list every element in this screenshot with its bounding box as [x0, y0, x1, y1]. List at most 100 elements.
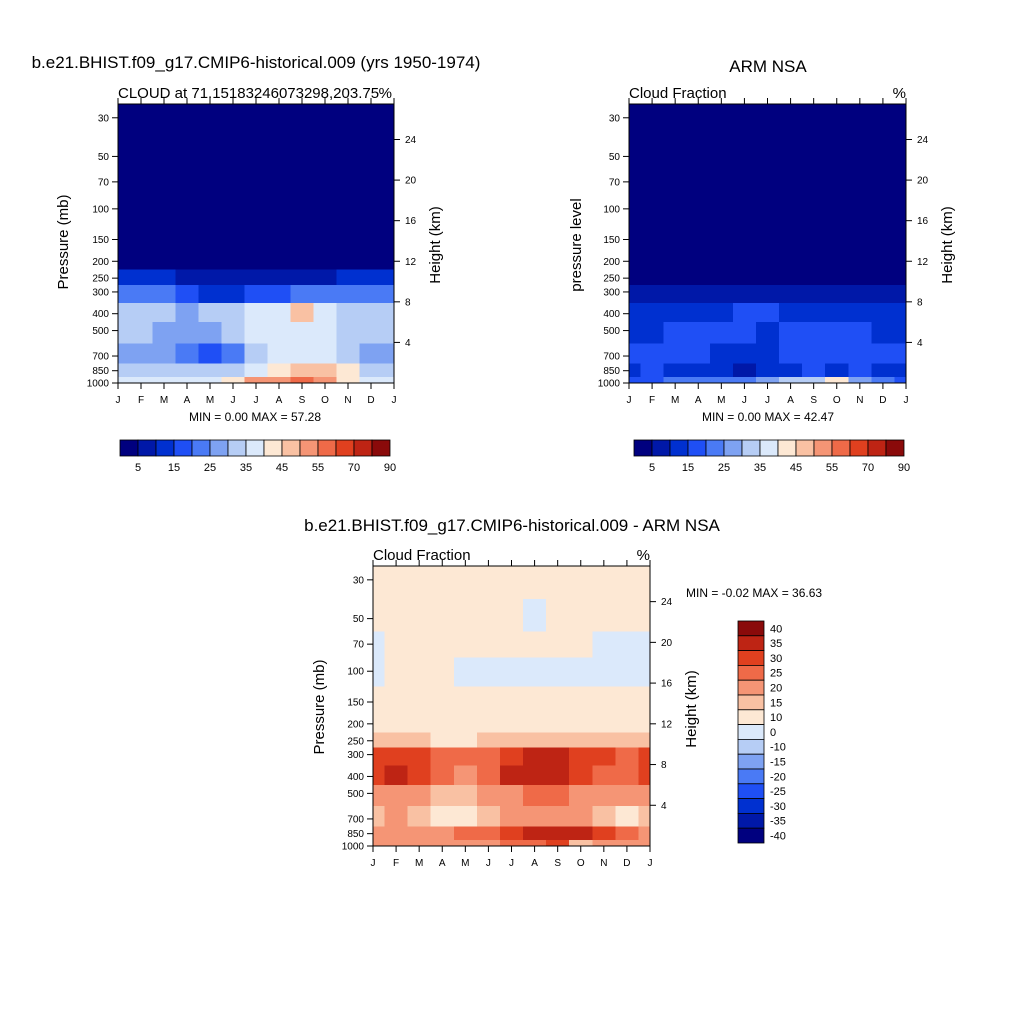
heatmap-cell: [244, 250, 269, 271]
heatmap-cell: [453, 784, 478, 807]
heatmap-cell: [267, 285, 292, 304]
heatmap-cell: [118, 302, 131, 323]
heatmap-cell: [430, 784, 455, 807]
panel-model-units: %: [379, 85, 392, 102]
heatmap-cell: [709, 137, 734, 170]
heatmap-cell: [221, 137, 246, 170]
heatmap-cell: [779, 322, 803, 344]
heatmap-cell: [129, 376, 154, 384]
heatmap-cell: [592, 826, 616, 841]
heatmap-cell: [629, 376, 642, 384]
heatmap-cell: [175, 363, 200, 378]
heatmap-cell: [407, 784, 432, 807]
y-tick-label: 250: [92, 274, 109, 285]
heatmap-cell: [825, 302, 849, 323]
heatmap-cell: [359, 269, 384, 286]
heatmap-cell: [640, 376, 665, 384]
y-tick-label: 1000: [342, 842, 365, 853]
panel-model-colorbar: 5 15 25 35 45 55 70 90: [119, 439, 396, 474]
heatmap-cell: [663, 302, 688, 323]
heatmap-cell: [175, 250, 200, 271]
heatmap-cell: [267, 195, 292, 225]
heatmap-cell: [430, 747, 455, 767]
heatmap-cell: [384, 732, 409, 749]
panel-model-heatmap: [118, 104, 395, 384]
x-tick-label: M: [415, 858, 423, 869]
heatmap-cell: [663, 224, 688, 251]
y-tick-label: 850: [603, 366, 620, 377]
heatmap-cell: [569, 686, 593, 714]
heatmap-cell: [592, 732, 616, 749]
heatmap-cell: [523, 765, 547, 786]
heatmap-cell: [175, 195, 200, 225]
heatmap-cell: [267, 322, 292, 344]
colorbar-swatch: [173, 439, 193, 457]
colorbar-swatch: [737, 798, 765, 814]
heatmap-cell: [802, 302, 826, 323]
heatmap-cell: [629, 195, 642, 225]
x-tick-label: J: [392, 395, 397, 406]
heatmap-cell: [221, 302, 246, 323]
colorbar-swatch: [737, 724, 765, 740]
heatmap-cell: [523, 784, 547, 807]
heatmap-cell: [198, 224, 223, 251]
colorbar-swatch: [737, 753, 765, 770]
heatmap-cell: [755, 302, 780, 323]
heatmap-cell: [373, 566, 386, 600]
colorbar-label: 25: [204, 462, 216, 474]
x-tick-label: J: [231, 395, 236, 406]
y-tick-label: 700: [347, 814, 364, 825]
heatmap-cell: [499, 599, 524, 632]
heatmap-cell: [592, 765, 616, 786]
heatmap-cell: [384, 686, 409, 714]
heatmap-cell: [569, 732, 593, 749]
heatmap-cell: [523, 599, 547, 632]
heatmap-cell: [430, 826, 455, 841]
heatmap-cell: [894, 302, 907, 323]
heatmap-cell: [709, 322, 734, 344]
heatmap-cell: [244, 137, 269, 170]
heatmap-cell: [221, 376, 246, 384]
heatmap-cell: [118, 376, 131, 384]
heatmap-cell: [453, 712, 478, 733]
heatmap-cell: [686, 376, 711, 384]
heatmap-cell: [732, 376, 757, 384]
heatmap-cell: [499, 765, 524, 786]
heatmap-cell: [407, 599, 432, 632]
heatmap-cell: [198, 343, 223, 364]
heatmap-cell: [825, 169, 849, 196]
heatmap-cell: [244, 269, 269, 286]
heatmap-cell: [802, 169, 826, 196]
x-tick-label: J: [742, 395, 747, 406]
heatmap-cell: [359, 285, 384, 304]
heatmap-cell: [499, 784, 524, 807]
heatmap-cell: [755, 269, 780, 286]
heatmap-cell: [313, 269, 338, 286]
heatmap-cell: [384, 806, 409, 827]
heatmap-cell: [313, 250, 338, 271]
heatmap-cell: [244, 224, 269, 251]
heatmap-cell: [359, 224, 384, 251]
heatmap-cell: [755, 363, 780, 378]
y-tick-label: 30: [98, 113, 110, 124]
heatmap-cell: [663, 343, 688, 364]
heatmap-cell: [198, 250, 223, 271]
heatmap-cell: [476, 784, 501, 807]
heatmap-cell: [129, 250, 154, 271]
x-tick-label: N: [344, 395, 351, 406]
heatmap-cell: [638, 732, 651, 749]
heatmap-cell: [894, 343, 907, 364]
heatmap-cell: [638, 566, 651, 600]
heatmap-cell: [373, 806, 386, 827]
y-tick-label: 70: [98, 177, 110, 188]
colorbar-swatch: [227, 439, 247, 457]
heatmap-cell: [592, 784, 616, 807]
y-tick-label: 50: [353, 614, 365, 625]
y-tick-label: 850: [92, 366, 109, 377]
heatmap-cell: [244, 104, 269, 138]
colorbar-label: 25: [770, 668, 782, 680]
heatmap-cell: [779, 285, 803, 304]
heatmap-cell: [640, 195, 665, 225]
heatmap-cell: [732, 269, 757, 286]
heatmap-cell: [546, 599, 570, 632]
